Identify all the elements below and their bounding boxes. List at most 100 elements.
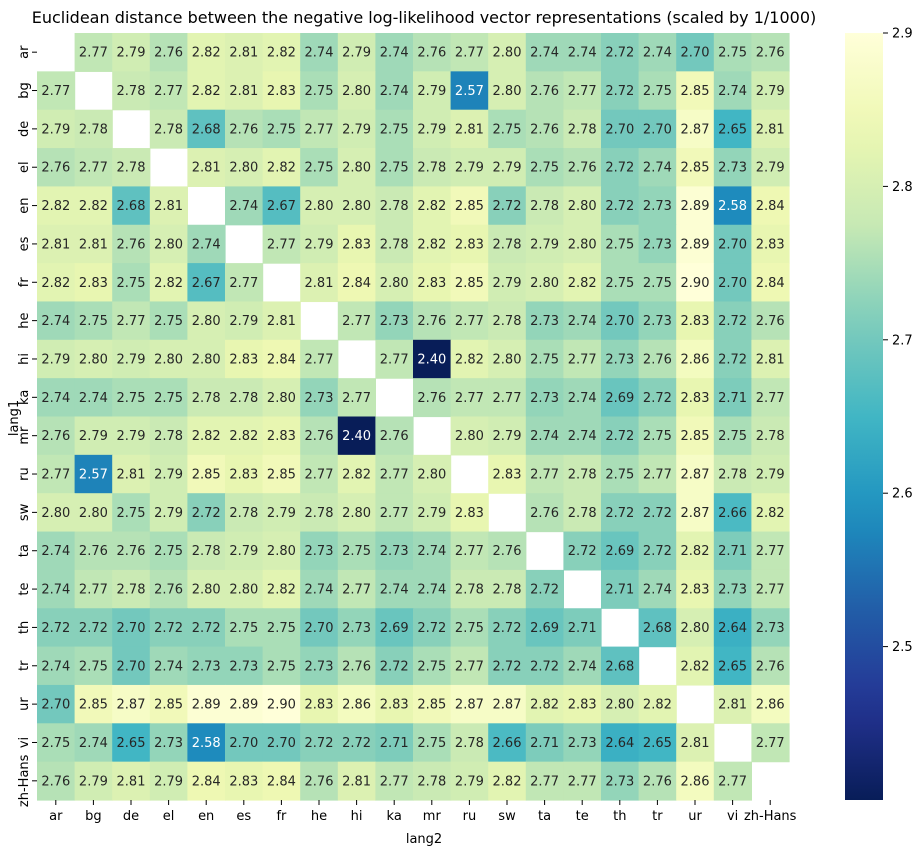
cell-value-label: 2.80 <box>342 84 371 99</box>
cell-value-label: 2.76 <box>154 583 183 598</box>
heatmap-cell <box>262 493 301 533</box>
heatmap-cell <box>187 263 226 303</box>
cell-value-label: 2.75 <box>530 161 559 176</box>
cell-value-label: 2.78 <box>380 199 409 214</box>
cell-value-label: 2.66 <box>718 506 747 521</box>
heatmap-cell <box>413 148 452 187</box>
cell-value-label: 2.82 <box>192 84 221 99</box>
cell-value-label: 2.77 <box>41 468 70 483</box>
cell-value-label: 2.79 <box>79 774 108 789</box>
heatmap-cell <box>601 148 640 187</box>
cell-value-label: 2.75 <box>229 621 258 636</box>
cell-value-label: 2.77 <box>530 774 559 789</box>
heatmap-cell <box>638 569 677 609</box>
heatmap-cell <box>713 301 752 341</box>
cell-value-label: 2.70 <box>41 698 70 713</box>
cell-value-label: 2.72 <box>605 429 634 444</box>
heatmap-cell <box>37 301 76 341</box>
x-tick-label: fr <box>276 809 287 824</box>
heatmap-cell <box>337 71 376 111</box>
cell-value-label: 2.79 <box>229 544 258 559</box>
colorbar-tick-label: 2.6 <box>892 487 913 502</box>
cell-value-label: 2.78 <box>530 199 559 214</box>
cell-value-label: 2.73 <box>229 659 258 674</box>
y-tick-label: zh-Hans <box>17 754 32 807</box>
heatmap-cell <box>149 301 188 341</box>
x-tick-label: th <box>613 809 626 824</box>
cell-value-label: 2.75 <box>79 314 108 329</box>
heatmap-cell <box>375 33 414 72</box>
cell-value-label: 2.84 <box>267 352 296 367</box>
cell-value-label: 2.84 <box>192 774 221 789</box>
cell-value-label: 2.69 <box>530 621 559 636</box>
heatmap-cell <box>450 569 489 609</box>
cell-value-label: 2.83 <box>229 352 258 367</box>
heatmap-cell <box>563 608 602 648</box>
heatmap-cell <box>563 33 602 72</box>
heatmap-cell <box>300 493 339 533</box>
cell-value-label: 2.74 <box>41 659 70 674</box>
heatmap-cell <box>225 186 264 226</box>
cell-value-label: 2.79 <box>154 468 183 483</box>
cell-value-label: 2.72 <box>718 352 747 367</box>
x-tick-label: ka <box>387 809 402 824</box>
y-tick-label: fr <box>17 277 32 288</box>
cell-value-label: 2.68 <box>643 621 672 636</box>
heatmap-cell <box>337 301 376 341</box>
heatmap-cell <box>450 186 489 226</box>
heatmap-cell <box>262 71 301 111</box>
cell-value-label: 2.80 <box>154 237 183 252</box>
x-tick-label: sw <box>498 809 516 824</box>
cell-value-label: 2.75 <box>305 84 334 99</box>
heatmap-cell <box>676 761 715 801</box>
cell-value-label: 2.75 <box>718 429 747 444</box>
heatmap-cell <box>112 148 151 187</box>
heatmap-cell <box>187 224 226 264</box>
heatmap-cell <box>187 684 226 724</box>
cell-value-label: 2.73 <box>643 199 672 214</box>
y-tick-label: ru <box>17 467 32 481</box>
heatmap-cell <box>751 416 790 456</box>
heatmap-cell <box>525 109 564 149</box>
cell-value-label: 2.83 <box>267 429 296 444</box>
cell-value-label: 2.68 <box>117 199 146 214</box>
heatmap-cell <box>74 646 113 686</box>
cell-value-label: 2.72 <box>643 544 672 559</box>
cell-value-label: 2.82 <box>192 46 221 61</box>
cell-value-label: 2.77 <box>79 583 108 598</box>
cell-value-label: 2.75 <box>530 352 559 367</box>
cell-value-label: 2.78 <box>380 237 409 252</box>
heatmap-cell <box>337 761 376 801</box>
cell-value-label: 2.83 <box>229 774 258 789</box>
y-tick-label: he <box>17 313 32 329</box>
heatmap-cell <box>601 416 640 456</box>
cell-value-label: 2.73 <box>718 161 747 176</box>
cell-value-label: 2.81 <box>117 468 146 483</box>
heatmap-cell <box>450 33 489 72</box>
cell-value-label: 2.75 <box>380 122 409 137</box>
cell-value-label: 2.75 <box>41 736 70 751</box>
heatmap-cell <box>676 263 715 303</box>
cell-value-label: 2.80 <box>493 84 522 99</box>
heatmap-cell <box>300 608 339 648</box>
cell-value-label: 2.79 <box>79 429 108 444</box>
heatmap-cell <box>37 263 76 303</box>
heatmap-cell <box>488 109 527 149</box>
cell-value-label: 2.75 <box>605 468 634 483</box>
heatmap-cell <box>225 493 264 533</box>
heatmap-cell <box>413 186 452 226</box>
cell-value-label: 2.78 <box>154 122 183 137</box>
cell-value-label: 2.79 <box>493 161 522 176</box>
cell-value-label: 2.80 <box>267 544 296 559</box>
cell-value-label: 2.72 <box>568 544 597 559</box>
cell-value-label: 2.77 <box>568 352 597 367</box>
heatmap-cell <box>149 416 188 456</box>
cell-value-label: 2.82 <box>41 199 70 214</box>
cell-value-label: 2.72 <box>605 506 634 521</box>
heatmap-cell <box>262 186 301 226</box>
cell-value-label: 2.75 <box>267 659 296 674</box>
cell-value-label: 2.77 <box>530 468 559 483</box>
heatmap-cell <box>751 493 790 533</box>
cell-value-label: 2.83 <box>342 237 371 252</box>
heatmap-cell <box>149 263 188 303</box>
